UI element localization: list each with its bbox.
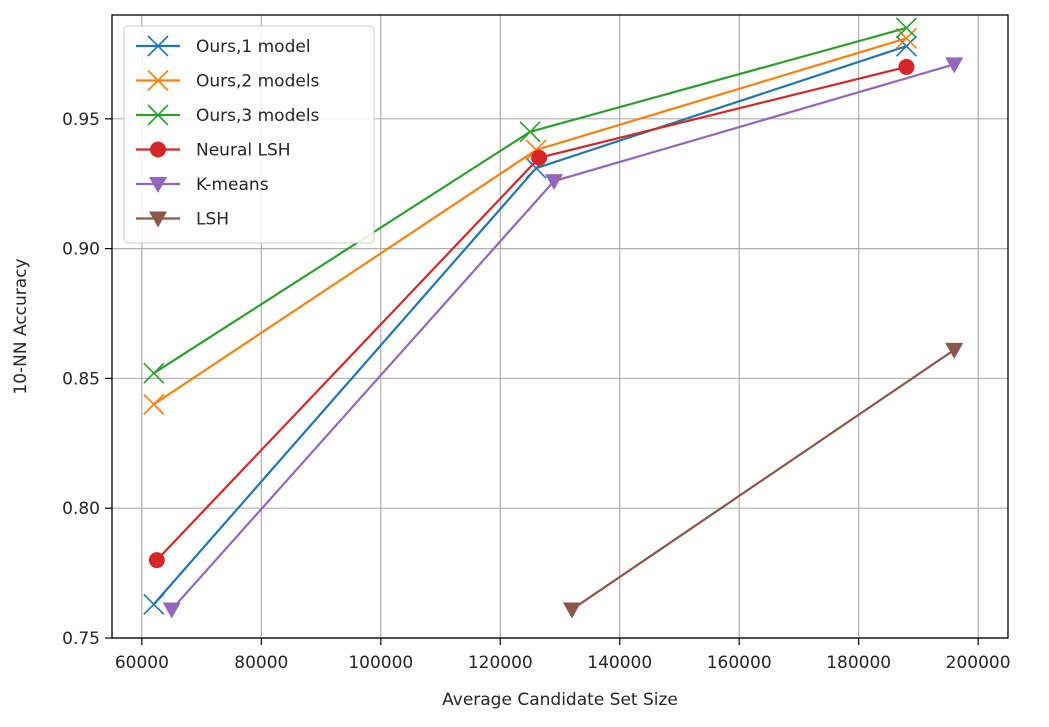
legend-entry: Ours,1 model — [136, 35, 311, 57]
y-tick-label: 0.80 — [62, 499, 100, 519]
legend-entry: Ours,2 models — [136, 69, 320, 92]
legend-label: LSH — [196, 210, 229, 230]
axes: 60000 80000 100000 120000 140000 160000 180000… — [62, 14, 1011, 673]
data-point — [143, 362, 165, 384]
marker-stroke — [895, 35, 918, 57]
legend-entry: Ours,3 models — [136, 104, 320, 126]
marker-stroke — [525, 139, 547, 161]
marker-stroke — [147, 69, 169, 92]
data-point — [895, 17, 918, 39]
legend-label: Ours,1 model — [196, 37, 311, 57]
legend-label: Ours,3 models — [196, 106, 320, 126]
series-ours-3-models — [143, 17, 918, 384]
legend-entry: Neural LSH — [136, 141, 291, 161]
legend: Ours,1 model Ours,2 models Ours,3 models Ne… — [123, 25, 375, 244]
data-point — [148, 552, 165, 569]
data-point — [562, 602, 581, 619]
x-tick-label: 160000 — [707, 653, 772, 673]
data-point — [895, 27, 918, 49]
x-tick-label: 80000 — [234, 653, 288, 673]
x-axis-title: Average Candidate Set Size — [442, 690, 678, 710]
legend-marker — [147, 35, 169, 57]
data-point — [945, 57, 964, 74]
x-tick-label: 140000 — [587, 653, 652, 673]
x-tick-label: 120000 — [468, 653, 533, 673]
series-k-means — [162, 57, 964, 619]
marker-stroke — [895, 17, 918, 39]
legend-entry: K-means — [136, 175, 269, 195]
data-point — [143, 393, 165, 415]
legend-label: Ours,2 models — [196, 72, 320, 92]
y-tick-label: 0.85 — [62, 369, 100, 389]
data-point — [545, 174, 564, 191]
data-point — [945, 342, 964, 359]
series-lines — [143, 17, 964, 619]
legend-marker — [147, 104, 169, 126]
y-tick-label: 0.90 — [62, 240, 100, 260]
legend-box — [123, 25, 375, 244]
marker-stroke — [143, 362, 165, 384]
x-tick-label: 180000 — [826, 653, 891, 673]
marker-stroke — [143, 393, 165, 415]
data-point — [143, 593, 165, 615]
series-ours-2-models — [143, 27, 918, 415]
legend-entry: LSH — [136, 210, 229, 230]
legend-marker — [149, 211, 167, 228]
series-neural-lsh — [148, 58, 915, 569]
legend-label: Neural LSH — [196, 141, 291, 161]
marker-stroke — [895, 27, 918, 49]
data-point — [519, 121, 541, 143]
marker-stroke — [143, 593, 165, 615]
legend-marker — [147, 69, 169, 92]
legend-label: K-means — [196, 175, 269, 195]
y-tick-label: 0.75 — [62, 629, 100, 649]
x-tick-label: 60000 — [115, 653, 169, 673]
data-point — [162, 602, 181, 619]
x-tick-label: 100000 — [348, 653, 413, 673]
series-line — [571, 348, 955, 611]
y-tick-label: 0.95 — [62, 110, 100, 130]
y-axis-title: 10-NN Accuracy — [11, 258, 31, 394]
marker-stroke — [147, 104, 169, 126]
data-point — [531, 149, 548, 166]
x-tick-label: 200000 — [946, 653, 1011, 673]
series-lsh — [562, 342, 964, 619]
legend-marker — [149, 177, 167, 193]
legend-marker — [150, 141, 166, 158]
data-point — [898, 58, 915, 75]
marker-stroke — [519, 121, 541, 143]
plot-frame — [111, 14, 1009, 639]
marker-stroke — [147, 35, 169, 57]
